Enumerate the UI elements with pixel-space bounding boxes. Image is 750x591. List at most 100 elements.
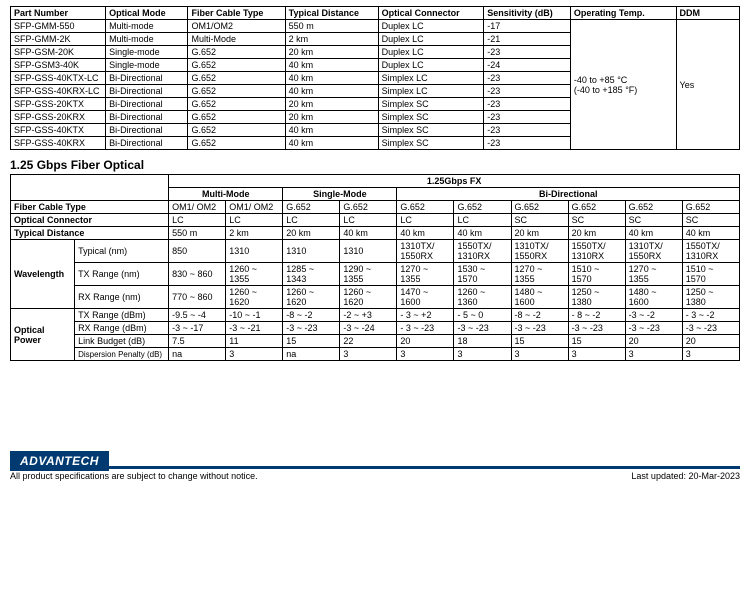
cell: 3 bbox=[625, 348, 682, 361]
cell: 2 km bbox=[226, 227, 283, 240]
cell: 1250 ~ 1380 bbox=[568, 286, 625, 309]
cell: G.652 bbox=[340, 201, 397, 214]
cell: 18 bbox=[454, 335, 511, 348]
cell-sens: -23 bbox=[484, 137, 571, 150]
cell: 1250 ~ 1380 bbox=[682, 286, 739, 309]
cell-sens: -17 bbox=[484, 20, 571, 33]
cell: 1310 bbox=[283, 240, 340, 263]
cell-mode: Bi-Directional bbox=[106, 85, 188, 98]
cell-pn: SFP-GSS-40KRX bbox=[11, 137, 106, 150]
cell-mode: Single-mode bbox=[106, 46, 188, 59]
cell-cable: G.652 bbox=[188, 124, 285, 137]
cell-mode: Bi-Directional bbox=[106, 111, 188, 124]
cell: 20 km bbox=[568, 227, 625, 240]
brand-logo: ADVANTECH bbox=[10, 451, 109, 471]
cell-mode: Bi-Directional bbox=[106, 124, 188, 137]
cell-cable: OM1/OM2 bbox=[188, 20, 285, 33]
cell-sens: -23 bbox=[484, 72, 571, 85]
cell-mode: Multi-mode bbox=[106, 33, 188, 46]
cell-cable: G.652 bbox=[188, 72, 285, 85]
cell: 11 bbox=[226, 335, 283, 348]
cell: 3 bbox=[226, 348, 283, 361]
cell: 20 bbox=[397, 335, 454, 348]
cell: 40 km bbox=[397, 227, 454, 240]
cell: G.652 bbox=[625, 201, 682, 214]
cell-sens: -24 bbox=[484, 59, 571, 72]
cell-conn: Simplex LC bbox=[378, 85, 484, 98]
group-bidirectional: Bi-Directional bbox=[397, 188, 740, 201]
cell: SC bbox=[625, 214, 682, 227]
cell-pn: SFP-GSS-40KRX-LC bbox=[11, 85, 106, 98]
cell-dist: 2 km bbox=[285, 33, 378, 46]
cell: - 5 ~ 0 bbox=[454, 309, 511, 322]
cell-mode: Bi-Directional bbox=[106, 98, 188, 111]
table-row: Optical Power TX Range (dBm) -9.5 ~ -4 -… bbox=[11, 309, 740, 322]
row-fiber: Fiber Cable Type bbox=[11, 201, 169, 214]
cell: -3 ~ -21 bbox=[226, 322, 283, 335]
row-distance: Typical Distance bbox=[11, 227, 169, 240]
cell: 15 bbox=[511, 335, 568, 348]
cell: 1310TX/ 1550RX bbox=[625, 240, 682, 263]
cell: -3 ~ -23 bbox=[454, 322, 511, 335]
cell-conn: Simplex SC bbox=[378, 137, 484, 150]
cell-pn: SFP-GSS-40KTX-LC bbox=[11, 72, 106, 85]
cell: -9.5 ~ -4 bbox=[169, 309, 226, 322]
cell: 15 bbox=[568, 335, 625, 348]
cell-dist: 20 km bbox=[285, 46, 378, 59]
cell: G.652 bbox=[511, 201, 568, 214]
col-operating-temp: Operating Temp. bbox=[570, 7, 676, 20]
cell-dist: 40 km bbox=[285, 59, 378, 72]
cell-dist: 40 km bbox=[285, 137, 378, 150]
sfp-spec-table: Part Number Optical Mode Fiber Cable Typ… bbox=[10, 6, 740, 150]
cell: 1260 ~ 1620 bbox=[226, 286, 283, 309]
cell-dist: 40 km bbox=[285, 124, 378, 137]
cell-conn: Simplex SC bbox=[378, 111, 484, 124]
cell: na bbox=[169, 348, 226, 361]
footer-updated: Last updated: 20-Mar-2023 bbox=[631, 471, 740, 481]
cell-dist: 40 km bbox=[285, 85, 378, 98]
cell-pn: SFP-GSS-20KRX bbox=[11, 111, 106, 124]
cell-dist: 20 km bbox=[285, 111, 378, 124]
row-connector: Optical Connector bbox=[11, 214, 169, 227]
table-row: SFP-GMM-550 Multi-mode OM1/OM2 550 m Dup… bbox=[11, 20, 740, 33]
cell: - 8 ~ -2 bbox=[568, 309, 625, 322]
cell: 7.5 bbox=[169, 335, 226, 348]
cell-cable: G.652 bbox=[188, 46, 285, 59]
cell: -3 ~ -17 bbox=[169, 322, 226, 335]
cell-pn: SFP-GSM3-40K bbox=[11, 59, 106, 72]
cell-pn: SFP-GSS-40KTX bbox=[11, 124, 106, 137]
cell: SC bbox=[511, 214, 568, 227]
cell-pn: SFP-GMM-550 bbox=[11, 20, 106, 33]
cell-conn: Duplex LC bbox=[378, 20, 484, 33]
cell-conn: Simplex SC bbox=[378, 124, 484, 137]
cell: 1260 ~ 1620 bbox=[283, 286, 340, 309]
cell: -3 ~ -23 bbox=[625, 322, 682, 335]
row-rxrange-nm: RX Range (nm) bbox=[75, 286, 169, 309]
cell-sens: -23 bbox=[484, 98, 571, 111]
cell: 550 m bbox=[169, 227, 226, 240]
row-link-budget: Link Budget (dB) bbox=[75, 335, 169, 348]
cell: G.652 bbox=[283, 201, 340, 214]
footer-disclaimer: All product specifications are subject t… bbox=[10, 471, 258, 481]
cell: - 3 ~ -23 bbox=[397, 322, 454, 335]
cell: 850 bbox=[169, 240, 226, 263]
cell: 20 bbox=[625, 335, 682, 348]
table-row: Optical Connector LC LC LC LC LC LC SC S… bbox=[11, 214, 740, 227]
cell-temp: -40 to +85 °C (-40 to +185 °F) bbox=[570, 20, 676, 150]
table-row: Typical Distance 550 m 2 km 20 km 40 km … bbox=[11, 227, 740, 240]
cell-pn: SFP-GSM-20K bbox=[11, 46, 106, 59]
cell-cable: G.652 bbox=[188, 59, 285, 72]
table-header-row: Part Number Optical Mode Fiber Cable Typ… bbox=[11, 7, 740, 20]
cell: 770 ~ 860 bbox=[169, 286, 226, 309]
col-fiber-cable-type: Fiber Cable Type bbox=[188, 7, 285, 20]
cell: SC bbox=[682, 214, 739, 227]
cell: 40 km bbox=[682, 227, 739, 240]
cell-pn: SFP-GMM-2K bbox=[11, 33, 106, 46]
cell: 1260 ~ 1360 bbox=[454, 286, 511, 309]
cell: 3 bbox=[568, 348, 625, 361]
cell: 22 bbox=[340, 335, 397, 348]
row-dispersion-penalty: Dispersion Penalty (dB) bbox=[75, 348, 169, 361]
cell: - 3 ~ -2 bbox=[682, 309, 739, 322]
cell-sens: -23 bbox=[484, 111, 571, 124]
cell: LC bbox=[169, 214, 226, 227]
